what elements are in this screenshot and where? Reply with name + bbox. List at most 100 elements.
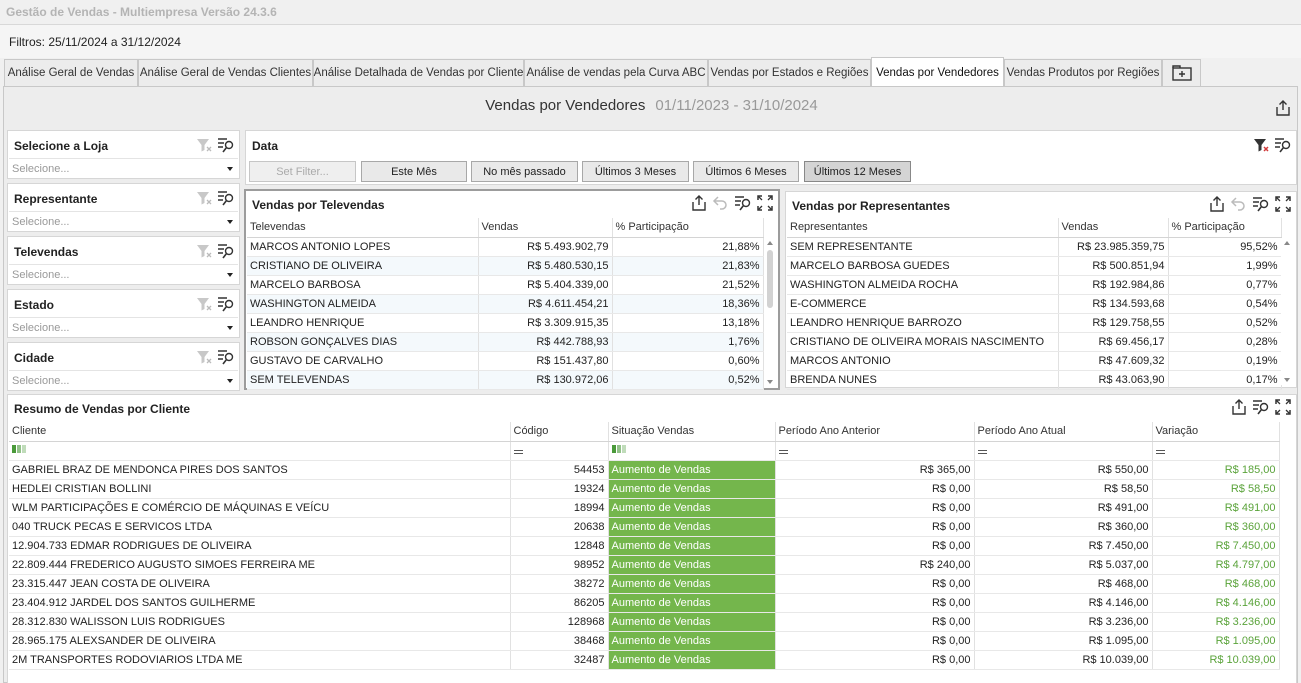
clear-filter-icon[interactable] [195, 189, 213, 207]
table-row[interactable]: MARCELO BARBOSA GUEDES R$ 500.851,94 1,99% [787, 256, 1282, 276]
tab-curva-abc[interactable]: Análise de vendas pela Curva ABC [524, 59, 708, 86]
export-icon[interactable] [1274, 99, 1292, 117]
mes-passado-button[interactable]: No mês passado [471, 161, 578, 182]
col-header[interactable]: Vendas [1058, 218, 1169, 238]
col-header[interactable]: Período Ano Anterior [775, 422, 975, 442]
filter-cell-codigo[interactable] [510, 441, 609, 461]
table-row[interactable]: GUSTAVO DE CARVALHO R$ 151.437,80 0,60% [247, 351, 764, 371]
col-header[interactable]: Vendas [478, 218, 613, 238]
ultimos-3-meses-button[interactable]: Últimos 3 Meses [582, 161, 689, 182]
search-filter-icon[interactable] [1252, 398, 1270, 416]
add-tab-button[interactable] [1162, 59, 1201, 86]
table-row[interactable]: LEANDRO HENRIQUE BARROZO R$ 129.758,55 0,5… [787, 313, 1282, 333]
table-row[interactable]: LEANDRO HENRIQUE R$ 3.309.915,35 13,18% [247, 313, 764, 333]
tab-analise-geral[interactable]: Análise Geral de Vendas [4, 59, 138, 86]
clear-filter-icon[interactable] [195, 295, 213, 313]
col-header[interactable]: Período Ano Atual [974, 422, 1153, 442]
col-header[interactable]: % Participação [612, 218, 764, 238]
table-row[interactable]: 22.809.444 FREDERICO AUGUSTO SIMOES FERR… [9, 555, 1280, 575]
filter-cell-situacao[interactable] [608, 441, 776, 461]
table-row[interactable]: BRENDA NUNES R$ 43.063,90 0,17% [787, 370, 1282, 390]
tab-vendas-vendedores[interactable]: Vendas por Vendedores [871, 57, 1004, 87]
col-header[interactable]: Código [510, 422, 609, 442]
maximize-icon[interactable] [1274, 195, 1292, 213]
filter-cell-anterior[interactable] [775, 441, 975, 461]
table-row[interactable]: MARCOS ANTONIO R$ 47.609,32 0,19% [787, 351, 1282, 371]
undo-icon[interactable] [1230, 195, 1248, 213]
table-row[interactable]: 040 TRUCK PECAS E SERVICOS LTDA 20638 Aume… [9, 517, 1280, 537]
este-mes-button[interactable]: Este Mês [361, 161, 467, 182]
col-header[interactable]: Cliente [9, 422, 511, 442]
tab-estados-regioes[interactable]: Vendas por Estados e Regiões [708, 59, 871, 86]
export-icon[interactable] [1230, 398, 1248, 416]
ultimos-12-meses-button[interactable]: Últimos 12 Meses [804, 161, 911, 182]
table-row[interactable]: HEDLEI CRISTIAN BOLLINI 19324 Aumento de V… [9, 479, 1280, 499]
search-filter-icon[interactable] [217, 295, 235, 313]
col-header[interactable]: % Participação [1168, 218, 1282, 238]
table-row[interactable]: CRISTIANO DE OLIVEIRA MORAIS NASCIMENTO R… [787, 332, 1282, 352]
table-row[interactable]: ROBSON GONÇALVES DIAS R$ 442.788,93 1,76% [247, 332, 764, 352]
search-filter-icon[interactable] [217, 136, 235, 154]
set-filter-button[interactable]: Set Filter... [249, 161, 356, 182]
export-icon[interactable] [690, 194, 708, 212]
table-row[interactable]: 23.404.912 JARDEL DOS SANTOS GUILHERME 86… [9, 593, 1280, 613]
table-row[interactable]: CRISTIANO DE OLIVEIRA R$ 5.480.530,15 21,8… [247, 256, 764, 276]
table-row[interactable]: 23.315.447 JEAN COSTA DE OLIVEIRA 38272 Au… [9, 574, 1280, 594]
scroll-thumb[interactable] [767, 250, 773, 308]
table-row[interactable]: WLM PARTICIPAÇÕES E COMÉRCIO DE MÁQUINAS… [9, 498, 1280, 518]
clear-filter-icon[interactable] [195, 242, 213, 260]
filter-cell-variacao[interactable] [1152, 441, 1280, 461]
table-row[interactable]: 28.965.175 ALEXSANDER DE OLIVEIRA 38468 Au… [9, 631, 1280, 651]
estado-select[interactable]: Selecione... [9, 317, 238, 337]
table-row[interactable]: MARCELO BARBOSA R$ 5.404.339,00 21,52% [247, 275, 764, 295]
clear-filter-icon[interactable] [1252, 136, 1270, 154]
tab-produtos-regioes[interactable]: Vendas Produtos por Regiões [1004, 59, 1162, 86]
ultimos-6-meses-button[interactable]: Últimos 6 Meses [693, 161, 799, 182]
table-row[interactable]: 12.904.733 EDMAR RODRIGUES DE OLIVEIRA 12… [9, 536, 1280, 556]
search-filter-icon[interactable] [1252, 195, 1270, 213]
search-filter-icon[interactable] [217, 189, 235, 207]
col-header[interactable]: Representantes [787, 218, 1059, 238]
col-header[interactable]: Variação [1152, 422, 1280, 442]
maximize-icon[interactable] [1274, 398, 1292, 416]
search-filter-icon[interactable] [217, 348, 235, 366]
filter-cell-cliente[interactable] [9, 441, 511, 461]
undo-icon[interactable] [712, 194, 730, 212]
table-row[interactable]: GABRIEL BRAZ DE MENDONCA PIRES DOS SANTO… [9, 460, 1280, 480]
representantes-scrollbar[interactable] [1281, 238, 1293, 385]
table-row[interactable]: WASHINGTON ALMEIDA R$ 4.611.454,21 18,36% [247, 294, 764, 314]
scroll-down-icon[interactable] [767, 380, 773, 384]
table-row[interactable]: WASHINGTON ALMEIDA ROCHA R$ 192.984,86 0,7… [787, 275, 1282, 295]
table-row[interactable]: MARCOS ANTONIO LOPES R$ 5.493.902,79 21,88… [247, 237, 764, 257]
table-row[interactable]: SEM TELEVENDAS R$ 130.972,06 0,52% [247, 370, 764, 390]
clear-filter-icon[interactable] [195, 348, 213, 366]
search-filter-icon[interactable] [734, 194, 752, 212]
scroll-up-icon[interactable] [767, 241, 773, 245]
clear-filter-icon[interactable] [195, 136, 213, 154]
cell: 38468 [510, 631, 609, 651]
tab-analise-detalhada[interactable]: Análise Detalhada de Vendas por Cliente [313, 59, 524, 86]
col-header[interactable]: Televendas [247, 218, 479, 238]
cell: 12.904.733 EDMAR RODRIGUES DE OLIVEIRA [9, 536, 511, 556]
televendas-select[interactable]: Selecione... [9, 264, 238, 284]
loja-select-placeholder: Selecione... [12, 163, 70, 175]
maximize-icon[interactable] [756, 194, 774, 212]
filter-cell-atual[interactable] [974, 441, 1153, 461]
representante-select[interactable]: Selecione... [9, 211, 238, 231]
televendas-scrollbar[interactable] [764, 238, 776, 387]
search-filter-icon[interactable] [1274, 136, 1292, 154]
table-row[interactable]: SEM REPRESENTANTE R$ 23.985.359,75 95,52% [787, 237, 1282, 257]
cell: ROBSON GONÇALVES DIAS [247, 332, 479, 352]
export-icon[interactable] [1208, 195, 1226, 213]
cidade-select[interactable]: Selecione... [9, 370, 238, 390]
tab-analise-geral-clientes[interactable]: Análise Geral de Vendas Clientes [138, 59, 313, 86]
table-row[interactable]: 28.312.830 WALISSON LUIS RODRIGUES 128968… [9, 612, 1280, 632]
filter-representante: Representante Selecione... [7, 183, 240, 232]
col-header[interactable]: Situação Vendas [608, 422, 776, 442]
table-row[interactable]: E-COMMERCE R$ 134.593,68 0,54% [787, 294, 1282, 314]
scroll-up-icon[interactable] [1284, 241, 1290, 245]
scroll-down-icon[interactable] [1284, 378, 1290, 382]
table-row[interactable]: 2M TRANSPORTES RODOVIARIOS LTDA ME 32487 A… [9, 650, 1280, 670]
search-filter-icon[interactable] [217, 242, 235, 260]
loja-select[interactable]: Selecione... [9, 158, 238, 178]
